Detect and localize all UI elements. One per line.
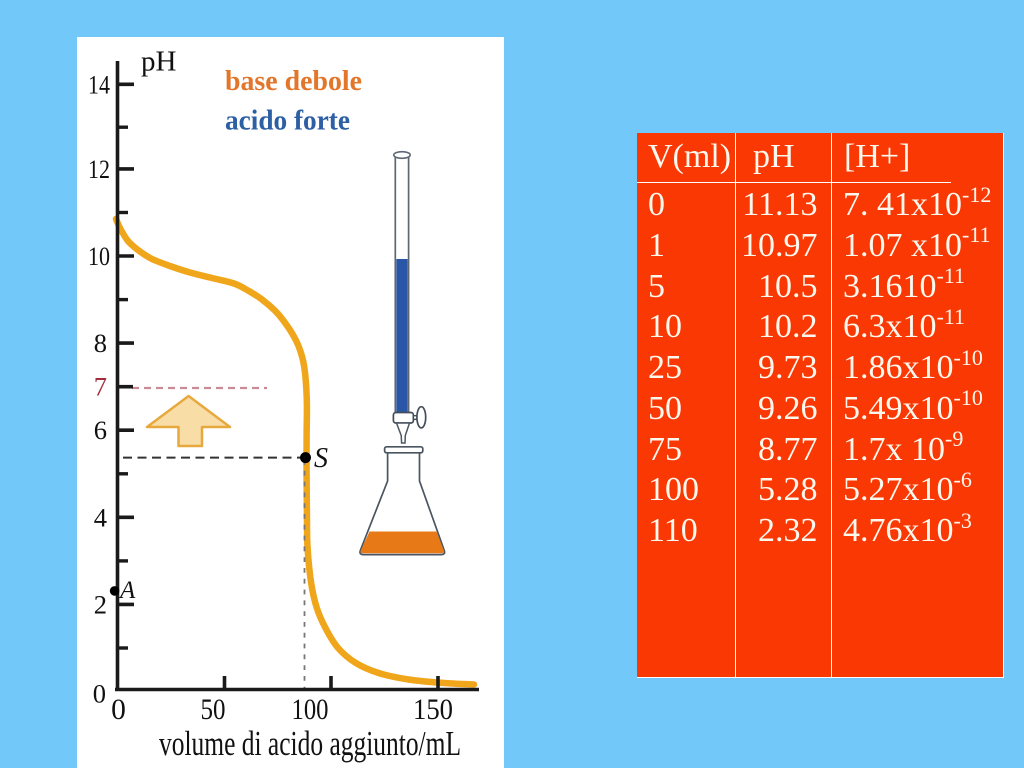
svg-text:12: 12 [88, 154, 110, 184]
svg-text:pH: pH [141, 46, 177, 78]
svg-text:acido forte: acido forte [225, 105, 350, 137]
svg-text:8: 8 [94, 328, 107, 358]
svg-text:base debole: base debole [225, 65, 362, 97]
svg-text:150: 150 [413, 694, 453, 726]
svg-text:0: 0 [93, 679, 106, 709]
svg-text:100: 100 [292, 694, 329, 726]
svg-text:4: 4 [94, 502, 107, 532]
svg-text:2: 2 [94, 589, 107, 619]
svg-text:6: 6 [94, 415, 107, 445]
svg-text:S: S [314, 443, 328, 474]
svg-text:A: A [118, 577, 136, 604]
svg-text:14: 14 [88, 69, 110, 99]
svg-text:10: 10 [88, 241, 110, 271]
svg-text:0: 0 [111, 694, 126, 726]
svg-text:50: 50 [201, 694, 226, 726]
svg-text:7: 7 [94, 372, 107, 402]
svg-text:volume di acido aggiunto/mL: volume di acido aggiunto/mL [159, 724, 461, 763]
